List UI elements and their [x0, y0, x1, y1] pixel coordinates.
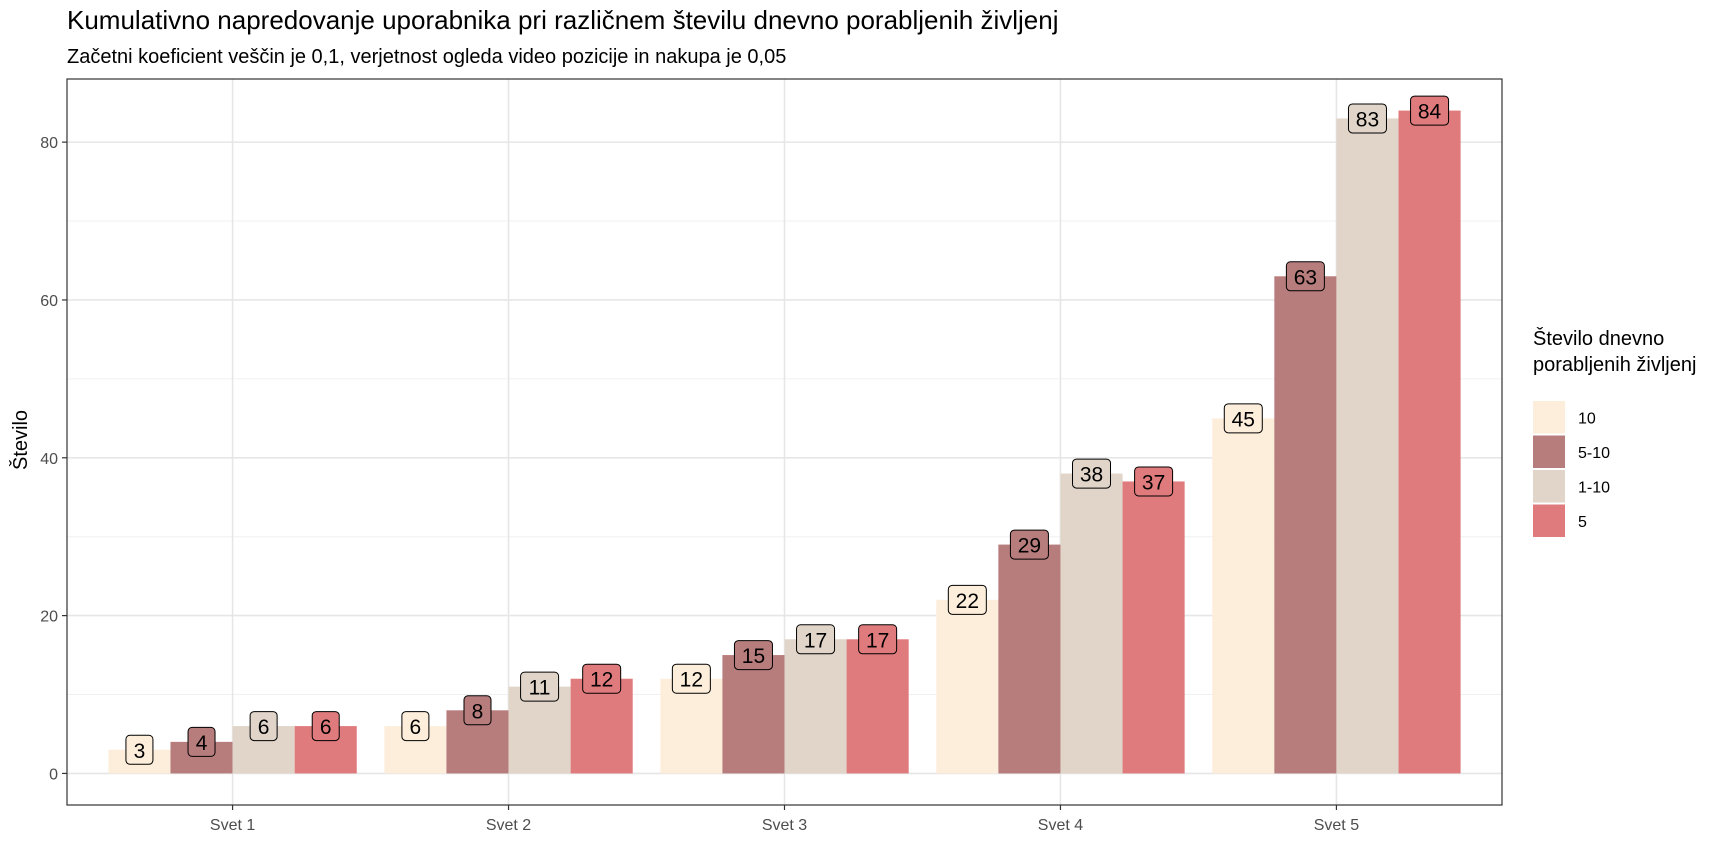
data-label: 22 — [956, 590, 979, 613]
y-axis-title: Število — [9, 410, 32, 470]
data-label-box — [401, 711, 430, 742]
data-label: 12 — [590, 669, 613, 692]
data-label: 12 — [680, 669, 703, 692]
data-label-box — [582, 663, 622, 694]
data-label-box — [1134, 466, 1174, 497]
data-label-box — [249, 711, 278, 742]
data-label: 37 — [1142, 471, 1165, 494]
bar — [1060, 473, 1123, 774]
data-label-box — [125, 734, 154, 765]
x-tick-label: Svet 5 — [1314, 817, 1359, 834]
legend-label: 5-10 — [1578, 445, 1610, 462]
y-tick-label: 20 — [40, 609, 58, 626]
legend-key — [1533, 401, 1565, 434]
bars — [108, 110, 1461, 774]
data-label-box — [858, 624, 898, 655]
bar — [570, 678, 633, 774]
data-label: 6 — [258, 716, 270, 739]
data-label: 4 — [196, 732, 208, 755]
data-label: 15 — [742, 645, 765, 668]
data-label-box — [1410, 95, 1450, 126]
legend-label: 5 — [1578, 514, 1587, 531]
y-tick-label: 40 — [40, 451, 58, 468]
x-tick-label: Svet 3 — [762, 817, 807, 834]
data-label: 17 — [866, 629, 889, 652]
legend-label: 1-10 — [1578, 479, 1610, 496]
data-label: 83 — [1356, 108, 1379, 131]
bar — [1274, 276, 1337, 774]
bar — [1398, 110, 1461, 774]
data-label-box — [187, 726, 216, 757]
x-tick-label: Svet 4 — [1038, 817, 1083, 834]
data-label-box — [520, 671, 560, 702]
data-label-box — [1347, 103, 1387, 134]
data-label-box — [1009, 529, 1049, 560]
x-tick-label: Svet 1 — [210, 817, 255, 834]
data-label-box — [796, 624, 836, 655]
data-label: 45 — [1232, 408, 1255, 431]
data-label-box — [463, 695, 492, 726]
data-label-box — [1072, 458, 1112, 489]
x-tick-label: Svet 2 — [486, 817, 531, 834]
data-label: 8 — [472, 700, 484, 723]
data-label: 84 — [1418, 101, 1442, 124]
chart-title: Kumulativno napredovanje uporabnika pri … — [67, 5, 1058, 35]
data-labels: 3 6 12 22 45 4 8 15 29 63 6 11 17 38 83 6 12 17 37 84 — [125, 95, 1450, 765]
legend-key — [1533, 470, 1565, 503]
bar — [1122, 481, 1185, 774]
data-label: 11 — [529, 677, 551, 700]
legend-key — [1533, 435, 1565, 468]
legend: Število dnevno porabljenih življenj 10 5-10… — [1533, 327, 1696, 537]
data-label-box — [947, 584, 987, 615]
data-label-box — [733, 640, 773, 671]
legend-key — [1533, 504, 1565, 537]
data-label: 3 — [134, 740, 146, 763]
legend-label: 10 — [1578, 410, 1596, 427]
bar — [1212, 418, 1275, 774]
chart-subtitle: Začetni koeficient veščin je 0,1, verjet… — [67, 46, 786, 68]
data-label-box — [1285, 261, 1325, 292]
legend-title: Število dnevno — [1533, 327, 1664, 350]
axes: 0 20 40 60 80 Svet 1 Svet 2 Svet 3 Svet 4 Svet 5 — [40, 135, 1359, 834]
legend-title: porabljenih življenj — [1533, 354, 1696, 376]
data-label: 6 — [410, 716, 422, 739]
data-label-box — [311, 711, 340, 742]
bar — [1336, 118, 1399, 774]
data-label: 6 — [320, 716, 332, 739]
bar — [660, 678, 723, 774]
data-label: 63 — [1294, 266, 1317, 289]
data-label-box — [671, 663, 711, 694]
bar — [936, 599, 999, 774]
bar — [784, 639, 847, 774]
y-tick-label: 80 — [40, 135, 58, 152]
data-label-box — [1223, 403, 1263, 434]
y-tick-label: 60 — [40, 293, 58, 310]
data-label: 38 — [1080, 464, 1103, 487]
bar — [998, 544, 1061, 774]
bar — [846, 639, 909, 774]
data-label: 17 — [804, 629, 827, 652]
y-tick-label: 0 — [49, 766, 58, 783]
bar — [722, 655, 785, 774]
data-label: 29 — [1018, 535, 1041, 558]
